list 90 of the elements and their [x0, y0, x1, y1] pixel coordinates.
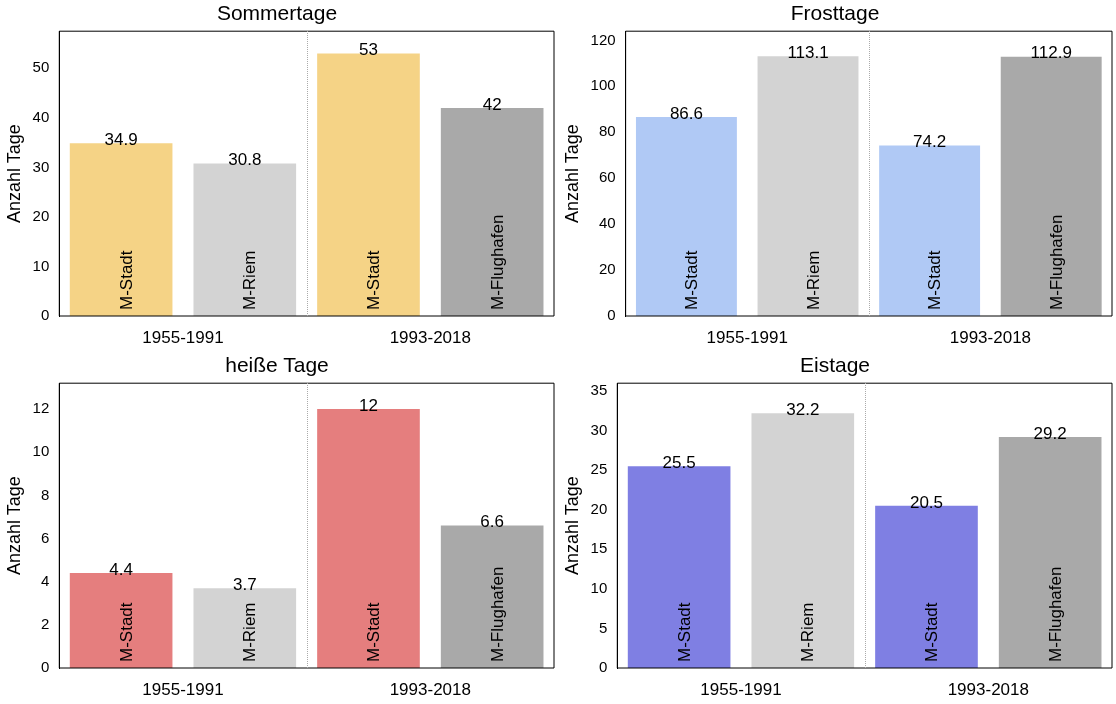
x-tick-label: M-Stadt — [364, 602, 384, 662]
x-tick-label: M-Stadt — [682, 250, 702, 310]
chart-title: Frosttage — [790, 1, 880, 25]
x-tick-label: M-Stadt — [925, 250, 945, 310]
text: 1955-1991 — [700, 680, 782, 700]
y-tick-label: 30 — [590, 420, 608, 438]
data-label: 53 — [359, 40, 378, 60]
bar — [879, 145, 981, 316]
y-tick-label: 0 — [40, 306, 50, 324]
x-tick-label: M-Flughafen — [1045, 566, 1065, 662]
y-tick-label: 10 — [32, 256, 50, 274]
chart-title: Eistage — [799, 353, 871, 377]
text: 1955-1991 — [142, 680, 224, 700]
x-tick-label: M-Riem — [240, 250, 260, 310]
y-tick-label: 25 — [590, 460, 608, 478]
data-label: 42 — [482, 94, 502, 114]
x-tick-label: M-Stadt — [116, 250, 136, 310]
y-tick-label: 20 — [590, 499, 608, 517]
text: 1993-2018 — [389, 680, 471, 700]
y-tick-label: 40 — [598, 214, 616, 232]
data-label: 112.9 — [1030, 43, 1072, 63]
y-tick-label: 80 — [598, 122, 616, 140]
y-tick-label: 100 — [590, 76, 616, 94]
bar — [635, 117, 737, 316]
y-tick-label: 10 — [32, 442, 50, 460]
bar — [193, 588, 297, 668]
chart-title: heiße Tage — [225, 353, 329, 377]
bar — [317, 53, 420, 316]
data-label: 74.2 — [913, 132, 947, 152]
text: 1955-1991 — [142, 328, 224, 348]
data-label: 32.2 — [786, 399, 820, 419]
y-tick-label: 10 — [590, 579, 608, 597]
y-tick-label: 20 — [32, 207, 50, 225]
y-axis-title: Anzahl Tage — [3, 124, 24, 223]
bar — [69, 143, 173, 316]
data-label: 86.6 — [669, 103, 703, 123]
bar — [440, 525, 544, 668]
text: 1993-2018 — [947, 680, 1029, 700]
data-label: 30.8 — [228, 150, 262, 170]
y-tick-label: 0 — [598, 658, 608, 676]
x-tick-label: M-Flughafen — [487, 214, 507, 310]
chart-title: Sommertage — [216, 1, 338, 25]
text: 1993-2018 — [389, 328, 471, 348]
bar — [998, 437, 1102, 668]
data-label: 6.6 — [480, 512, 504, 532]
y-tick-label: 0 — [40, 658, 50, 676]
x-tick-label: M-Stadt — [364, 250, 384, 310]
bar — [757, 56, 859, 316]
y-tick-label: 4 — [40, 571, 50, 589]
x-tick-label: M-Stadt — [116, 602, 136, 662]
x-tick-label: M-Flughafen — [1046, 214, 1066, 310]
data-label: 25.5 — [662, 452, 696, 472]
data-label: 12 — [359, 395, 378, 415]
x-tick-label: M-Riem — [803, 250, 823, 310]
data-label: 20.5 — [909, 492, 944, 512]
y-tick-label: 5 — [598, 618, 608, 636]
bar — [317, 409, 420, 668]
y-tick-label: 50 — [32, 58, 50, 76]
bar — [193, 163, 297, 316]
text: 1993-2018 — [949, 328, 1032, 348]
y-tick-label: 2 — [40, 614, 50, 632]
y-tick-label: 6 — [40, 528, 50, 546]
x-tick-label: M-Stadt — [922, 602, 942, 662]
y-axis-title: Anzahl Tage — [561, 476, 582, 575]
y-tick-label: 30 — [32, 157, 50, 175]
data-label: 4.4 — [109, 559, 133, 579]
y-tick-label: 60 — [598, 168, 616, 186]
text: 1955-1991 — [706, 328, 788, 348]
x-tick-label: M-Stadt — [674, 602, 694, 662]
y-axis-title: Anzahl Tage — [3, 476, 24, 575]
y-tick-label: 40 — [32, 108, 50, 126]
data-label: 29.2 — [1033, 423, 1067, 443]
bar — [627, 466, 731, 668]
y-tick-label: 0 — [607, 306, 616, 324]
y-tick-label: 15 — [590, 539, 608, 557]
bar — [1000, 56, 1102, 316]
data-label: 34.9 — [104, 129, 138, 149]
bar — [751, 413, 855, 668]
y-tick-label: 8 — [40, 485, 50, 503]
y-axis-title: Anzahl Tage — [561, 124, 582, 223]
data-label: 113.1 — [787, 42, 829, 62]
x-tick-label: M-Riem — [240, 602, 260, 662]
data-label: 3.7 — [232, 574, 257, 594]
y-tick-label: 20 — [598, 260, 616, 278]
y-tick-label: 120 — [590, 30, 616, 48]
x-tick-label: M-Flughafen — [487, 566, 507, 662]
y-tick-label: 35 — [590, 381, 608, 399]
y-tick-label: 12 — [32, 399, 50, 417]
bar — [69, 573, 173, 668]
x-tick-label: M-Riem — [798, 602, 818, 662]
